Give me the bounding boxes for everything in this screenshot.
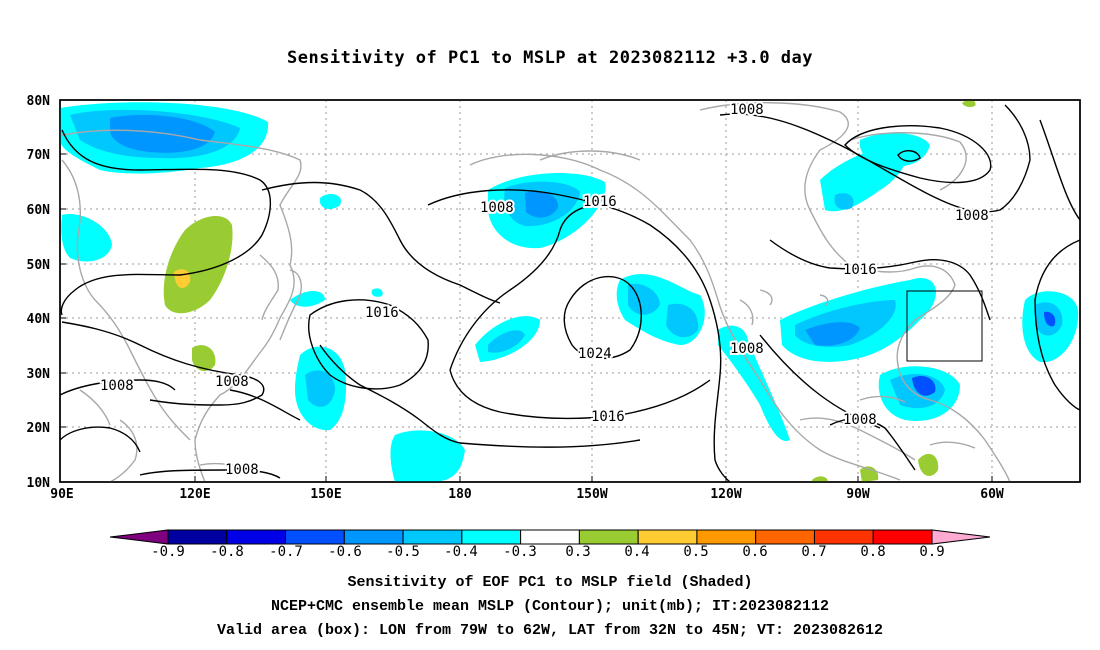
colorbar-swatch — [755, 529, 815, 545]
negative-sensitivity-shading — [60, 102, 1079, 482]
lat-label: 20N — [27, 421, 51, 436]
colorbar-label: 0.5 — [683, 544, 708, 560]
colorbar-label: 0.8 — [860, 544, 885, 560]
colorbar-label: -0.7 — [269, 544, 303, 560]
lon-label: 90E — [50, 487, 73, 502]
plot-title: Sensitivity of PC1 to MSLP at 2023082112… — [286, 48, 813, 68]
contour-label: 1008 — [100, 378, 134, 394]
lat-label: 80N — [27, 94, 51, 109]
colorbar-label: -0.6 — [328, 544, 362, 560]
contour-label: 1008 — [843, 412, 877, 428]
colorbar-label: 0.4 — [624, 544, 649, 560]
colorbar-label: 0.7 — [801, 544, 826, 560]
colorbar — [109, 529, 991, 545]
lat-label: 10N — [27, 476, 51, 491]
contour-label: 1008 — [955, 208, 989, 224]
contour-label: 1016 — [591, 409, 625, 425]
caption-line-3: Valid area (box): LON from 79W to 62W, L… — [216, 622, 884, 639]
colorbar-swatch — [461, 529, 522, 545]
lon-label: 150W — [576, 487, 607, 502]
colorbar-label: 0.6 — [742, 544, 767, 560]
colorbar-swatch — [520, 529, 580, 545]
colorbar-swatch — [578, 529, 639, 545]
contour-label: 1024 — [578, 346, 612, 362]
colorbar-max-arrow — [931, 529, 991, 545]
colorbar-swatch — [167, 529, 228, 545]
lat-label: 40N — [27, 312, 51, 327]
tick-marks — [60, 153, 993, 482]
mslp-contours — [59, 104, 1081, 483]
valid-area-box — [906, 290, 983, 362]
contour-label: 1008 — [730, 102, 764, 118]
colorbar-label: 0.3 — [565, 544, 590, 560]
colorbar-label: -0.5 — [386, 544, 420, 560]
lat-label: 50N — [27, 258, 51, 273]
colorbar-label: -0.9 — [151, 544, 185, 560]
contour-label: 1016 — [583, 194, 617, 210]
longitude-labels: 90E 120E 150E 180 150W 120W 90W 60W — [50, 487, 1004, 502]
lon-label: 90W — [846, 487, 870, 502]
colorbar-label: -0.4 — [444, 544, 478, 560]
colorbar-label: -0.3 — [503, 544, 537, 560]
lon-label: 150E — [310, 487, 341, 502]
colorbar-label: 0.9 — [919, 544, 944, 560]
colorbar-swatch — [696, 529, 757, 545]
lat-label: 60N — [27, 203, 51, 218]
lon-label: 120W — [710, 487, 741, 502]
caption-line-1: Sensitivity of EOF PC1 to MSLP field (Sh… — [347, 574, 753, 591]
contour-label: 1008 — [225, 462, 259, 478]
positive-sensitivity-shading — [163, 100, 976, 482]
colorbar-labels: -0.9 -0.8 -0.7 -0.6 -0.5 -0.4 -0.3 0.3 0… — [151, 544, 945, 560]
contour-label: 1016 — [843, 262, 877, 278]
lat-label: 30N — [27, 367, 51, 382]
lon-label: 60W — [980, 487, 1004, 502]
colorbar-label: -0.8 — [210, 544, 244, 560]
contour-label: 1008 — [480, 200, 514, 216]
colorbar-swatch — [872, 529, 933, 545]
colorbar-swatch — [402, 529, 463, 545]
caption-line-2: NCEP+CMC ensemble mean MSLP (Contour); u… — [270, 598, 830, 615]
colorbar-swatch — [637, 529, 698, 545]
contour-label: 1016 — [365, 305, 399, 321]
colorbar-min-arrow — [109, 529, 169, 545]
lon-label: 180 — [448, 487, 472, 502]
colorbar-swatch — [813, 529, 874, 545]
lon-label: 120E — [179, 487, 210, 502]
colorbar-swatch — [343, 529, 404, 545]
lat-label: 70N — [27, 148, 51, 163]
contour-label: 1008 — [215, 374, 249, 390]
coastlines — [61, 102, 1011, 483]
latitude-labels: 80N 70N 60N 50N 40N 30N 20N 10N — [27, 94, 51, 491]
colorbar-swatch — [285, 529, 345, 545]
contour-label: 1008 — [730, 341, 764, 357]
colorbar-swatch — [226, 529, 287, 545]
contour-label-group: 1008 1008 1016 1008 1016 1016 1024 1008 … — [98, 100, 991, 480]
